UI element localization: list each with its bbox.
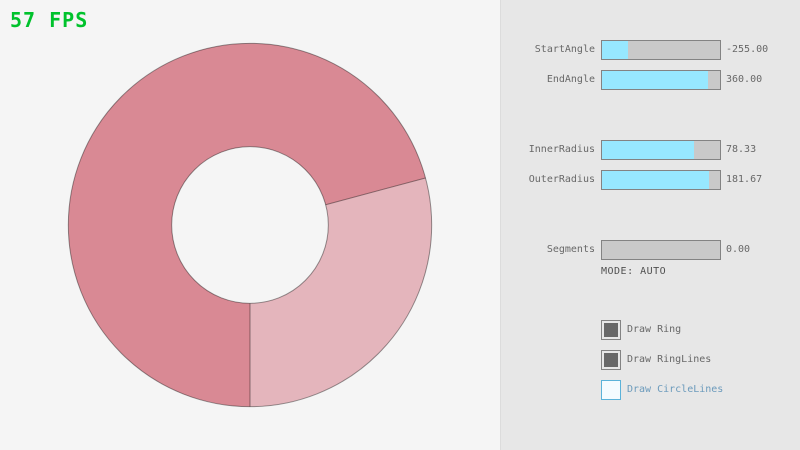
endangle-slider[interactable] [601,70,721,90]
startangle-label: StartAngle [534,44,595,55]
ring-graphic [67,42,433,408]
draw-ring-label: Draw Ring [627,324,682,335]
checkbox-row-draw-ring[interactable]: Draw Ring [601,320,800,340]
segments-value: 0.00 [726,244,751,255]
outerradius-label: OuterRadius [528,174,595,185]
segments-slider[interactable] [601,240,721,260]
slider-row-segments: Segments 0.00 [501,240,800,260]
draw-ringlines-checkbox[interactable] [601,350,621,370]
innerradius-label: InnerRadius [528,144,595,155]
startangle-value: -255.00 [726,44,769,55]
slider-fill [602,171,710,189]
innerradius-value: 78.33 [726,144,757,155]
segments-label: Segments [546,244,595,255]
slider-row-outerradius: OuterRadius 181.67 [501,170,800,190]
checkbox-row-draw-ringlines[interactable]: Draw RingLines [601,350,800,370]
slider-fill [602,41,628,59]
endangle-label: EndAngle [546,74,595,85]
outerradius-value: 181.67 [726,174,763,185]
draw-circlelines-checkbox[interactable] [601,380,621,400]
fps-counter: 57 FPS [10,8,89,32]
draw-circlelines-label: Draw CircleLines [627,384,724,395]
draw-ringlines-label: Draw RingLines [627,354,712,365]
endangle-value: 360.00 [726,74,763,85]
innerradius-slider[interactable] [601,140,721,160]
outerradius-slider[interactable] [601,170,721,190]
slider-row-endangle: EndAngle 360.00 [501,70,800,90]
slider-row-innerradius: InnerRadius 78.33 [501,140,800,160]
slider-fill [602,71,709,89]
mode-text: MODE: AUTO [601,266,667,277]
slider-fill [602,141,695,159]
checkbox-row-draw-circlelines[interactable]: Draw CircleLines [601,380,800,400]
controls-panel: StartAngle -255.00 EndAngle 360.00 Inner… [500,0,800,450]
slider-row-startangle: StartAngle -255.00 [501,40,800,60]
startangle-slider[interactable] [601,40,721,60]
draw-ring-checkbox[interactable] [601,320,621,340]
